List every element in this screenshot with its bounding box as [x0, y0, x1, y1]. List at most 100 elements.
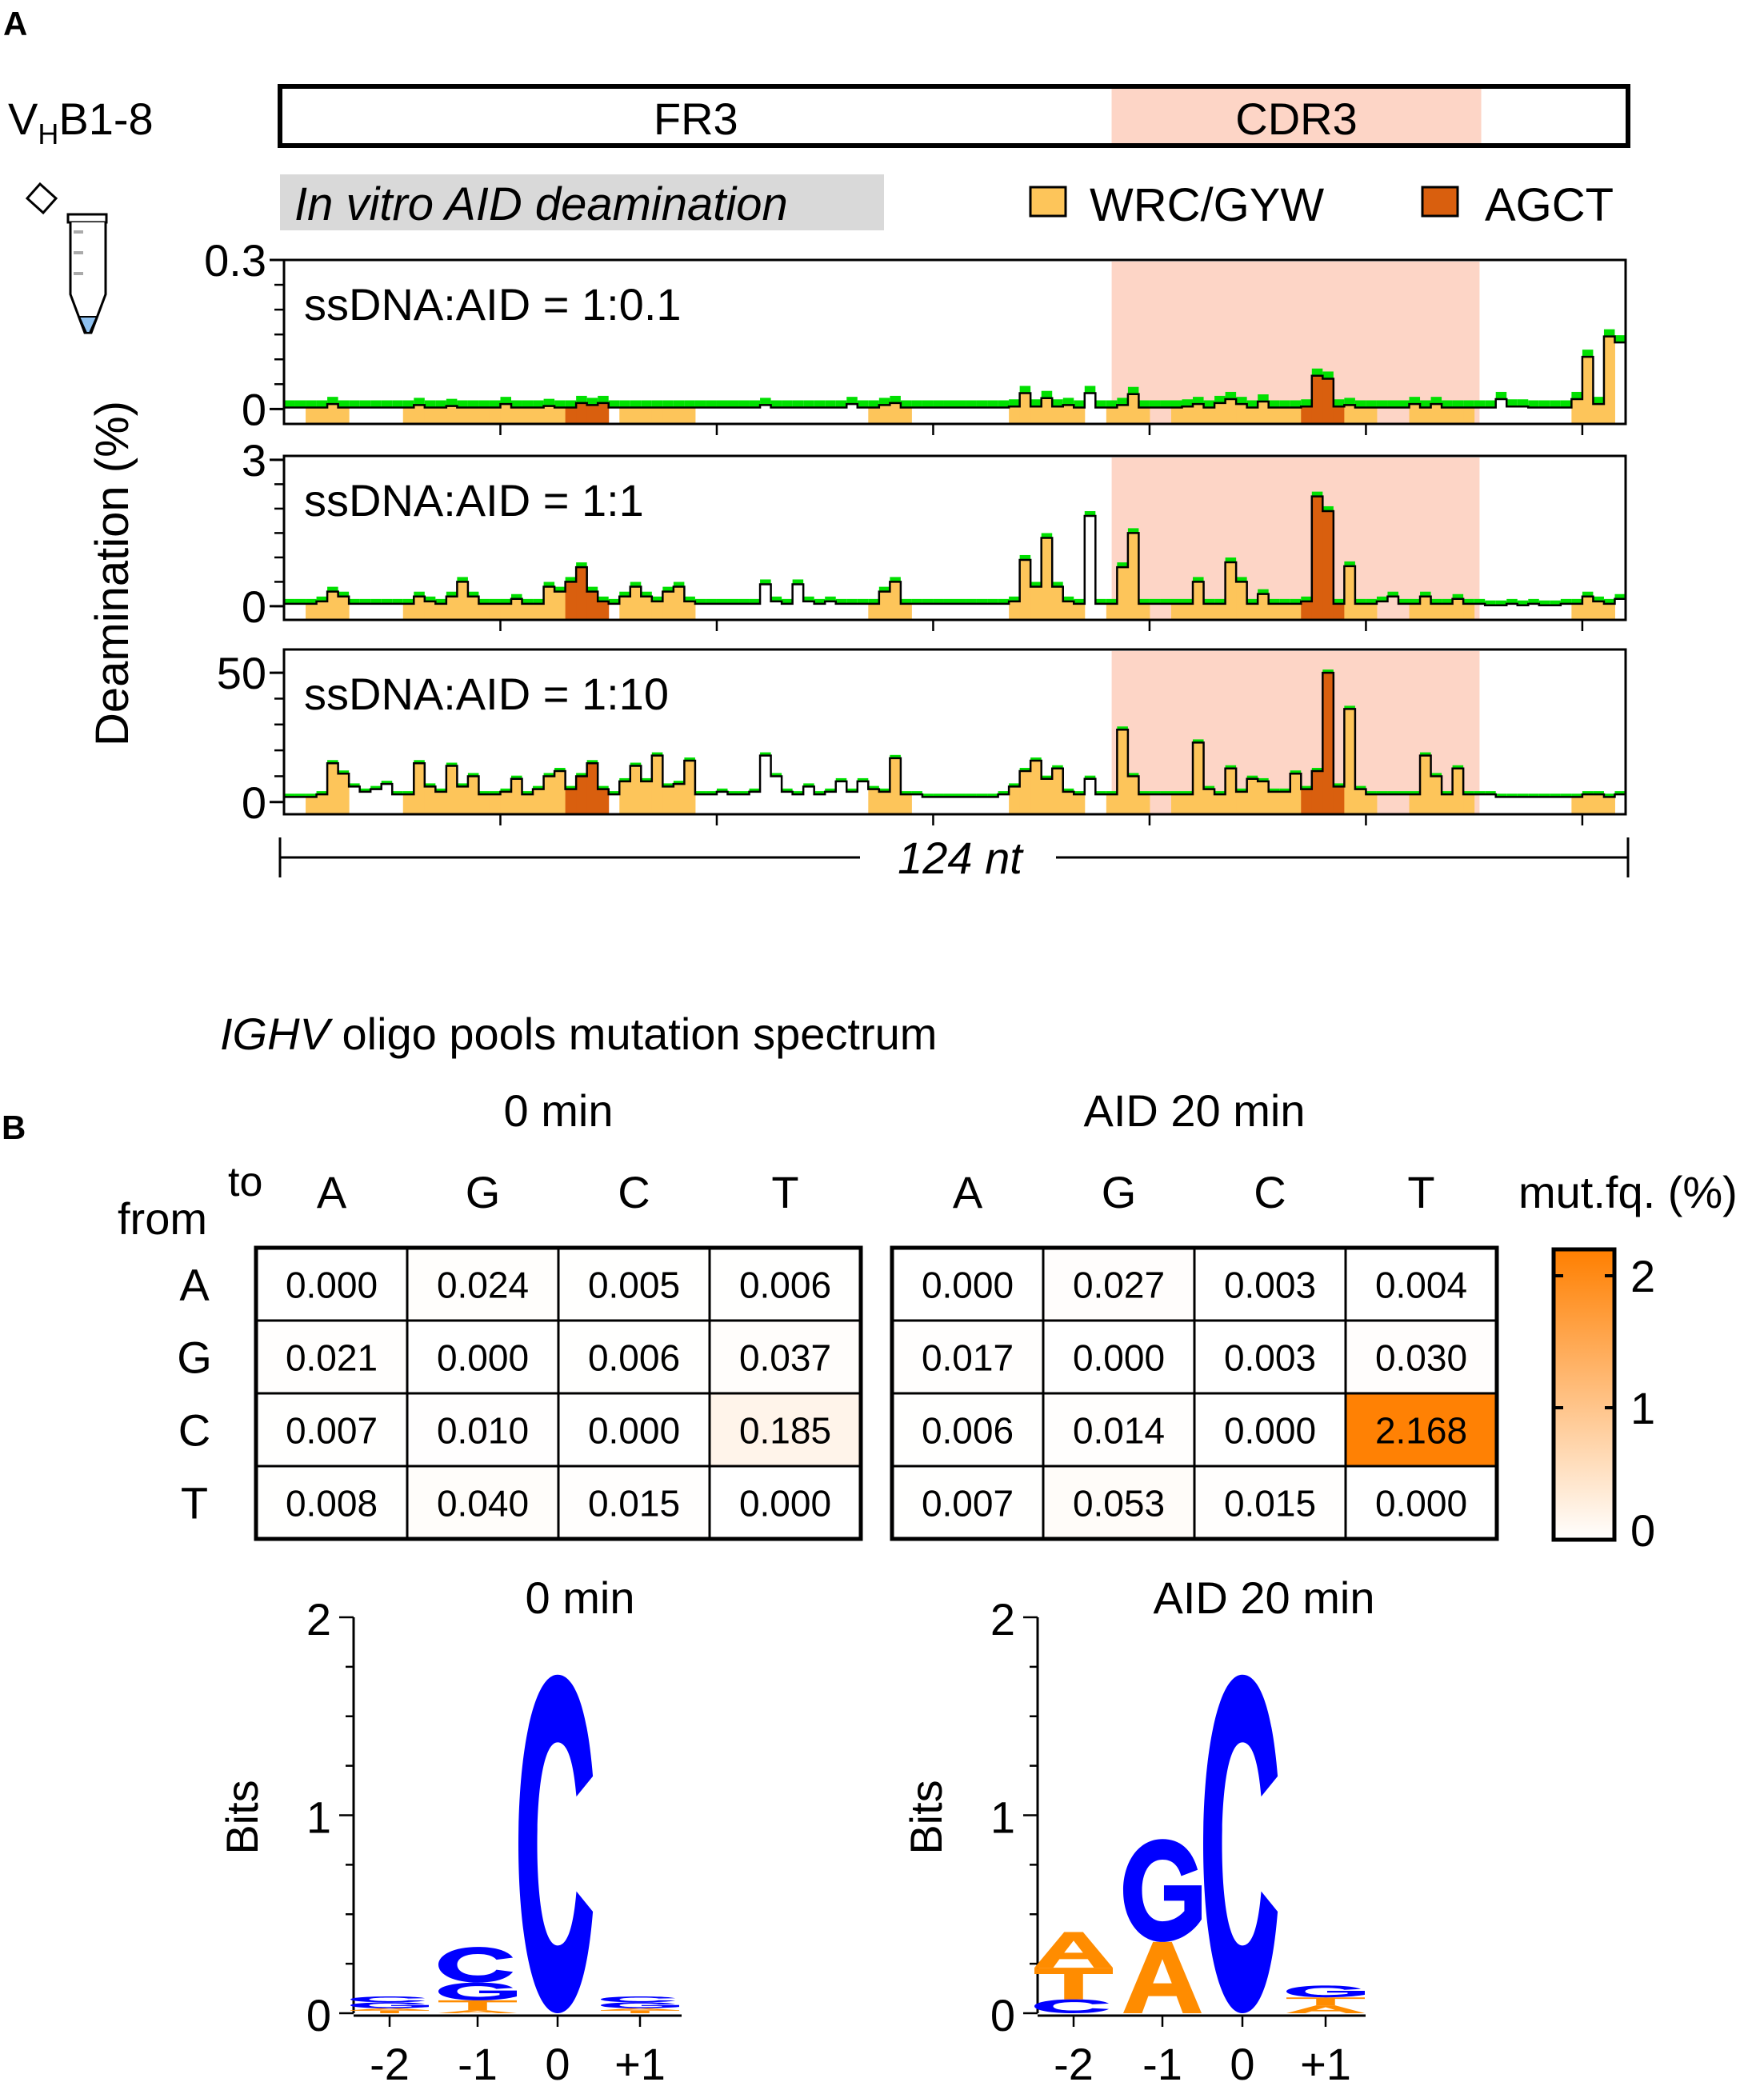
heatmap-cell — [1344, 1465, 1498, 1541]
heatmap-title: AID 20 min — [1084, 1085, 1306, 1136]
motif-bar — [630, 765, 642, 814]
cap-mark — [966, 598, 977, 604]
cap-mark — [868, 400, 879, 408]
cap-mark — [868, 785, 879, 789]
motif-bar — [890, 402, 902, 424]
logo-letter-g — [350, 2002, 429, 2008]
motif-bar — [306, 603, 318, 620]
motif-bar — [1311, 375, 1323, 424]
cap-mark — [857, 598, 869, 604]
cap-mark — [608, 598, 620, 604]
motif-bar — [1603, 336, 1615, 424]
motif-bar — [327, 763, 339, 814]
cap-mark — [1117, 398, 1128, 406]
cap-mark — [684, 596, 695, 601]
cap-mark — [414, 591, 425, 597]
motif-bar — [1279, 407, 1291, 424]
cap-mark — [511, 593, 522, 599]
cdr3-shade — [1111, 458, 1480, 620]
motif-bar — [662, 786, 674, 814]
cap-mark — [1571, 793, 1582, 797]
motif-bar — [1030, 406, 1042, 424]
cap-mark — [782, 400, 793, 408]
cap-mark — [1236, 397, 1247, 405]
motif-bar — [1290, 407, 1302, 424]
cap-mark — [1084, 775, 1096, 779]
cap-mark — [1528, 598, 1539, 604]
cap-mark — [1214, 598, 1226, 604]
cap-mark — [954, 598, 966, 604]
cap-mark — [1052, 581, 1063, 587]
cap-mark — [911, 598, 922, 604]
cap-mark — [1517, 600, 1529, 605]
motif-bar — [641, 596, 653, 620]
cap-mark — [543, 398, 555, 406]
cap-mark — [760, 752, 771, 756]
cap-mark — [1246, 598, 1258, 604]
cap-mark — [1225, 557, 1237, 563]
cap-mark — [1203, 598, 1215, 604]
cap-mark — [1485, 600, 1496, 605]
cap-mark — [673, 581, 685, 587]
cap-mark — [1246, 775, 1258, 779]
cap-mark — [457, 577, 468, 582]
cap-mark — [1052, 765, 1063, 769]
motif-bar — [1582, 596, 1594, 620]
motif-bar — [1409, 404, 1421, 424]
motif-bar — [1279, 603, 1291, 620]
sequence-logo-2: AID 20 min Bits 0 1 2 -2 -1 0 +1 — [901, 1572, 1375, 2089]
cap-mark — [1311, 491, 1323, 497]
motif-bar — [306, 407, 318, 424]
panel-title: ssDNA:AID = 1:1 — [304, 475, 644, 525]
cap-mark — [446, 591, 458, 597]
cap-mark — [1117, 726, 1128, 730]
cap-mark — [857, 400, 869, 408]
panel-b-label: B — [2, 1109, 26, 1146]
logo-x-tick-label: +1 — [1300, 2039, 1351, 2089]
motif-bar — [1009, 601, 1021, 620]
column-header: C — [618, 1167, 650, 1217]
logo-y-tick-label: 1 — [306, 1792, 331, 1843]
cap-mark — [1062, 788, 1074, 792]
heatmap-cell-value: 0.037 — [739, 1337, 831, 1379]
motif-bar — [1246, 603, 1258, 620]
motif-bar — [1409, 794, 1421, 814]
cap-mark — [435, 598, 446, 604]
cap-mark — [467, 773, 479, 777]
motif-bar — [316, 794, 328, 814]
motif-bar — [1420, 755, 1432, 814]
motif-bar — [1430, 404, 1442, 424]
logo-x-tick-label: 0 — [545, 2039, 570, 2089]
heatmap-cell-value: 0.015 — [588, 1483, 680, 1525]
motif-bar — [1117, 729, 1129, 814]
cap-mark — [976, 793, 988, 797]
motif-bar — [1311, 770, 1323, 814]
cap-mark — [1463, 791, 1474, 795]
motif-bar — [533, 603, 545, 620]
cap-mark — [727, 598, 739, 604]
length-scale-bar: 124 nt — [278, 833, 1630, 883]
cap-mark — [1127, 386, 1139, 394]
motif-bar — [1041, 537, 1053, 620]
cap-mark — [1322, 669, 1334, 673]
cap-mark — [651, 400, 663, 408]
heatmap-2: AID 20 min A G C T 0.000 0.027 0.003 0.004 0.017 0… — [890, 1085, 1499, 1541]
logo-y-tick-label: 2 — [990, 1594, 1015, 1644]
panel-a-label: A — [3, 5, 27, 42]
cap-mark — [522, 598, 534, 604]
motif-bar — [1333, 603, 1345, 620]
cap-mark — [1170, 400, 1182, 408]
motif-bar — [1333, 786, 1345, 814]
cap-mark — [716, 598, 728, 604]
region-bar-outline — [278, 84, 1630, 148]
cap-mark — [1258, 394, 1269, 402]
heatmap-cell-value: 0.024 — [437, 1265, 529, 1306]
cap-mark — [338, 770, 350, 774]
cap-mark — [294, 793, 306, 797]
motif-bar — [543, 776, 555, 814]
cap-mark — [673, 400, 685, 408]
motif-bar — [1062, 405, 1074, 424]
cap-mark — [1009, 596, 1020, 601]
logo-letter-a — [438, 2010, 517, 2013]
cap-mark — [294, 400, 306, 408]
